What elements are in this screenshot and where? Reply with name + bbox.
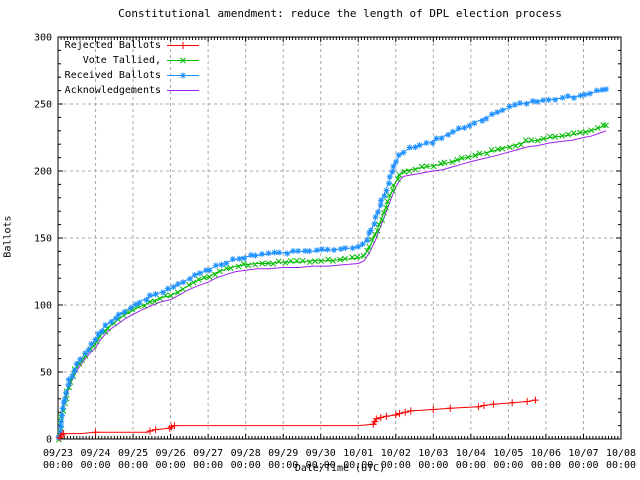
series-rejected-ballots — [56, 396, 539, 442]
x-tick-date-label: 10/05 — [493, 448, 523, 459]
x-tick-time-label: 00:00 — [606, 460, 636, 471]
series-line — [57, 399, 536, 440]
y-tick-label: 200 — [34, 167, 52, 178]
x-tick-time-label: 00:00 — [381, 460, 411, 471]
x-tick-date-label: 10/02 — [381, 448, 411, 459]
legend-item-rejected-ballots: Rejected Ballots — [40, 38, 161, 53]
x-axis-label: Date/Time (UTC) — [294, 463, 386, 474]
series-line — [57, 124, 607, 440]
x-tick-time-label: 00:00 — [193, 460, 223, 471]
x-tick-date-label: 09/24 — [80, 448, 110, 459]
legend-sample-marker — [180, 57, 186, 64]
legend-label-vote-tallied: Vote Tallied, — [82, 55, 161, 66]
y-axis-label: Ballots — [2, 215, 14, 258]
y-tick-label: 250 — [34, 100, 52, 111]
x-tick-date-label: 09/26 — [156, 448, 186, 459]
x-tick-time-label: 00:00 — [343, 460, 373, 471]
y-tick-label: 0 — [46, 435, 52, 446]
legend-label-acknowledgements: Acknowledgements — [64, 85, 161, 96]
x-tick-time-label: 00:00 — [118, 460, 148, 471]
y-tick-label: 100 — [34, 301, 52, 312]
x-tick-date-label: 09/25 — [118, 448, 148, 459]
x-tick-time-label: 00:00 — [306, 460, 336, 471]
x-tick-time-label: 00:00 — [568, 460, 598, 471]
legend-samples — [167, 42, 199, 91]
x-tick-date-label: 10/03 — [418, 448, 448, 459]
x-tick-time-label: 00:00 — [43, 460, 73, 471]
y-tick-label: 50 — [40, 368, 52, 379]
legend-sample-marker — [179, 42, 187, 49]
legend-label-rejected-ballots: Rejected Ballots — [64, 40, 161, 51]
x-tick-date-label: 10/06 — [531, 448, 561, 459]
x-tick-time-label: 00:00 — [456, 460, 486, 471]
legend-item-vote-tallied: Vote Tallied, — [40, 53, 161, 68]
x-tick-date-label: 10/07 — [568, 448, 598, 459]
x-tick-date-label: 10/04 — [456, 448, 486, 459]
x-tick-date-label: 10/01 — [343, 448, 373, 459]
x-tick-time-label: 00:00 — [231, 460, 261, 471]
legend-item-acknowledgements: Acknowledgements — [40, 83, 161, 98]
legend: Rejected Ballots Vote Tallied, Received … — [40, 38, 161, 98]
y-tick-label: 150 — [34, 234, 52, 245]
x-tick-time-label: 00:00 — [531, 460, 561, 471]
x-tick-date-label: 09/23 — [43, 448, 73, 459]
x-tick-time-label: 00:00 — [418, 460, 448, 471]
x-tick-time-label: 00:00 — [156, 460, 186, 471]
x-tick-date-label: 09/29 — [268, 448, 298, 459]
x-tick-date-label: 10/08 — [606, 448, 636, 459]
legend-item-received-ballots: Received Ballots — [40, 68, 161, 83]
series-markers — [55, 122, 609, 443]
series-markers — [56, 396, 539, 442]
series-vote-tallied — [55, 122, 609, 443]
legend-sample-marker — [180, 72, 186, 79]
chart-title: Constitutional amendment: reduce the len… — [118, 7, 562, 20]
x-tick-date-label: 09/27 — [193, 448, 223, 459]
tick-labels: 05010015020025030009/2300:0009/2400:0009… — [34, 33, 636, 472]
y-tick-label: 300 — [34, 33, 52, 44]
legend-label-received-ballots: Received Ballots — [64, 70, 161, 81]
x-tick-time-label: 00:00 — [80, 460, 110, 471]
series-line — [57, 130, 607, 440]
x-tick-date-label: 09/30 — [306, 448, 336, 459]
series-acknowledgements — [57, 130, 607, 440]
x-tick-date-label: 09/28 — [231, 448, 261, 459]
x-tick-time-label: 00:00 — [493, 460, 523, 471]
x-tick-time-label: 00:00 — [268, 460, 298, 471]
axes — [57, 36, 622, 440]
